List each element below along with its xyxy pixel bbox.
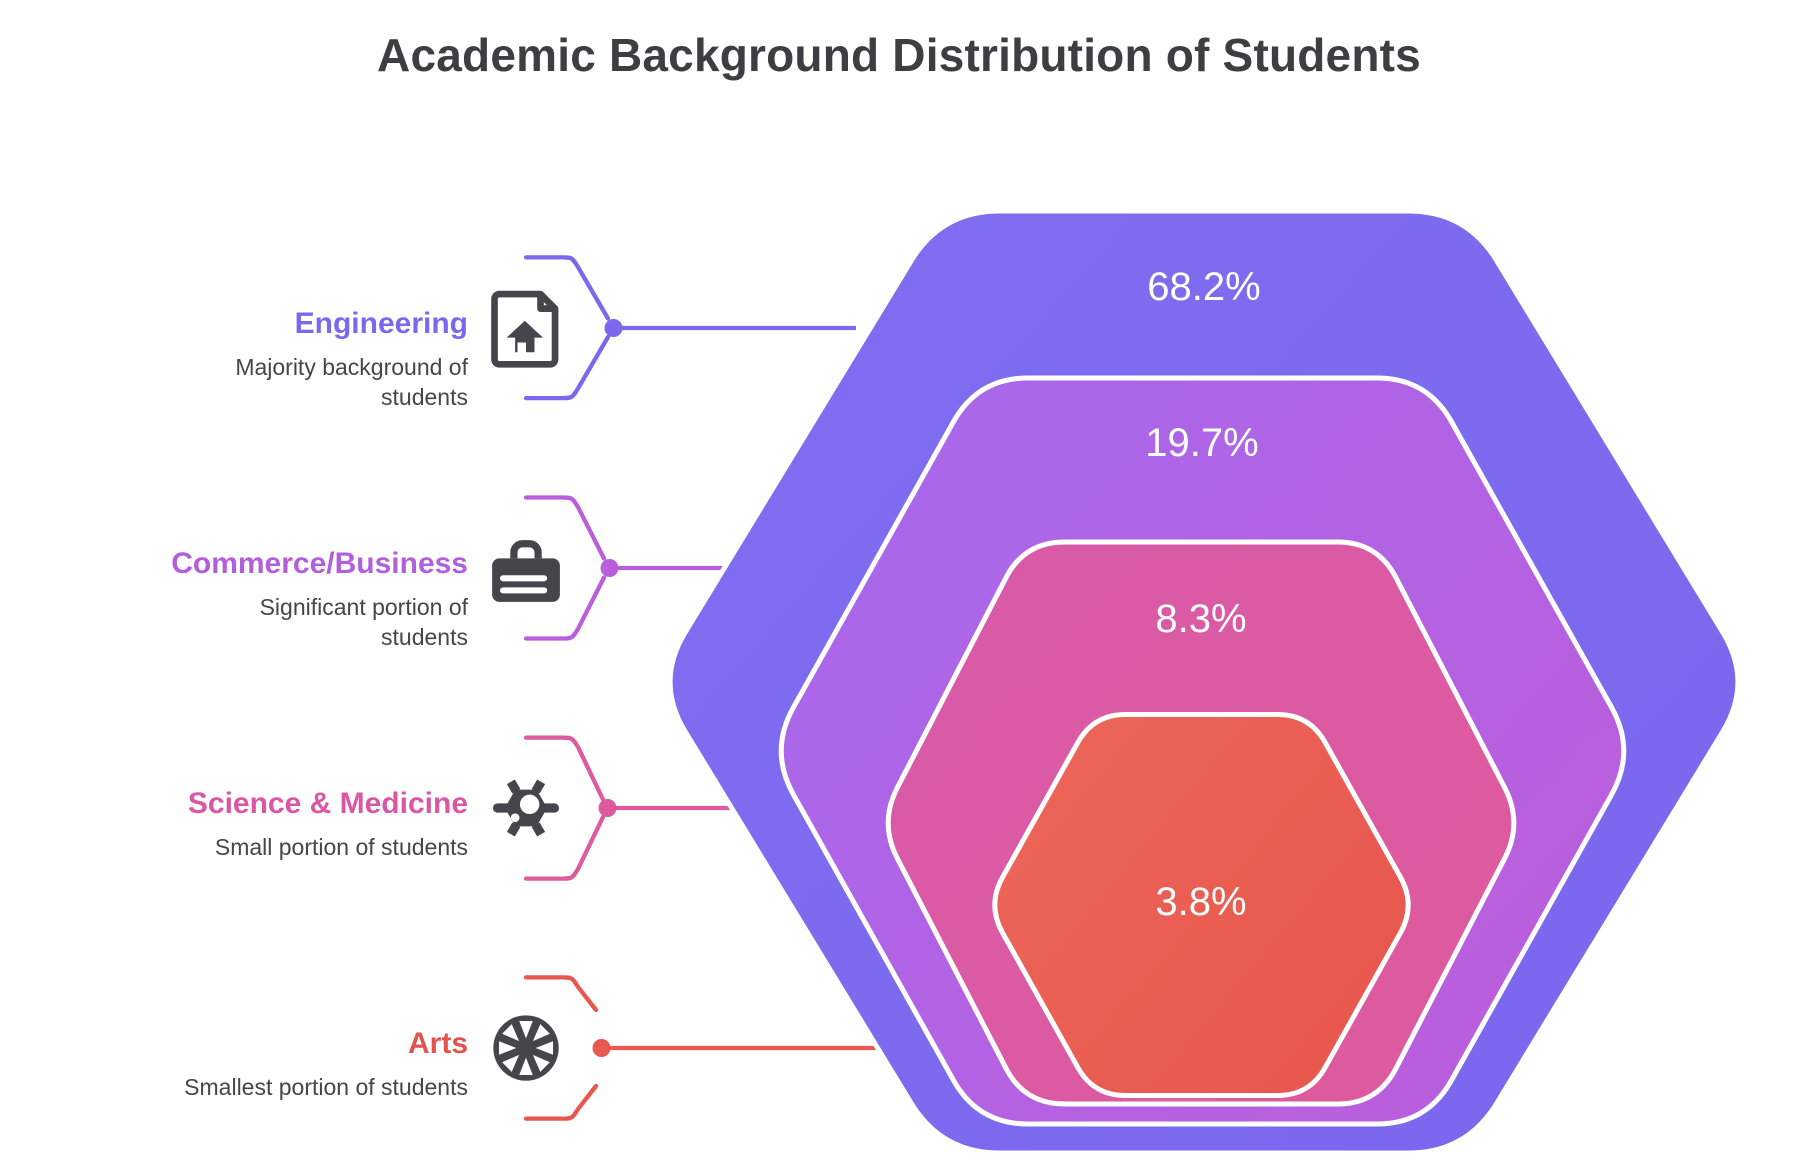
svg-text:3.8%: 3.8% bbox=[1155, 880, 1246, 924]
svg-text:19.7%: 19.7% bbox=[1145, 421, 1258, 465]
svg-text:8.3%: 8.3% bbox=[1155, 597, 1246, 641]
svg-text:68.2%: 68.2% bbox=[1147, 265, 1260, 309]
